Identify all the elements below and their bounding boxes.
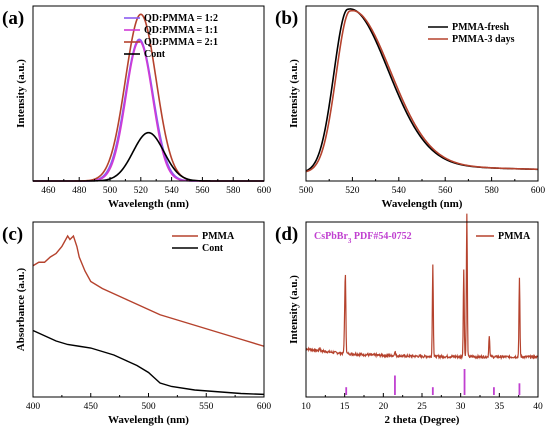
x-tick-label-a-4: 540 xyxy=(164,186,179,196)
x-tick-label-b-3: 560 xyxy=(438,186,453,196)
legend-entry-b-0: PMMA-fresh xyxy=(452,22,509,33)
series-line-c-0 xyxy=(32,234,265,347)
x-tick-label-d-5: 35 xyxy=(495,402,505,412)
x-tick-label-b-5: 600 xyxy=(531,186,546,196)
x-tick-label-d-3: 25 xyxy=(417,402,427,412)
x-axis-label-a: Wavelength (nm) xyxy=(108,198,189,210)
x-tick-label-a-2: 500 xyxy=(103,186,118,196)
x-tick-label-d-0: 10 xyxy=(301,402,311,412)
plot-frame-d xyxy=(305,221,539,398)
x-tick-label-c-2: 500 xyxy=(141,402,156,412)
legend-entry-b-1: PMMA-3 days xyxy=(452,34,515,45)
reference-label-part-2: PDF#54-0752 xyxy=(351,231,411,242)
legend-entry-c-0: PMMA xyxy=(202,231,235,242)
x-tick-label-d-4: 30 xyxy=(456,402,466,412)
legend-entry-c-1: Cont xyxy=(202,243,224,254)
x-tick-label-b-2: 540 xyxy=(392,186,407,196)
y-axis-label-c: Absorbance (a.u.) xyxy=(15,267,27,351)
panel-letter-d: (d) xyxy=(275,224,298,245)
x-tick-label-a-7: 600 xyxy=(257,186,272,196)
panel-a: 460 480 500 520 540 560 580 600 Wavelength (nm) I… xyxy=(2,5,272,210)
panel-letter-a: (a) xyxy=(2,8,24,29)
reference-label-part-1: 3 xyxy=(348,237,352,245)
reference-label-d: CsPbBr3 PDF#54-0752 xyxy=(314,231,412,245)
panel-letter-b: (b) xyxy=(275,8,298,29)
legend-entry-a-0: QD:PMMA = 1:2 xyxy=(144,13,218,24)
x-axis-label-d: 2 theta (Degree) xyxy=(385,414,460,426)
x-tick-label-c-4: 600 xyxy=(257,402,272,412)
x-tick-label-a-5: 560 xyxy=(195,186,210,196)
y-axis-label-a: Intensity (a.u.) xyxy=(15,59,27,128)
x-tick-label-b-1: 520 xyxy=(345,186,360,196)
x-tick-label-b-0: 500 xyxy=(299,186,314,196)
x-tick-label-a-0: 460 xyxy=(41,186,56,196)
x-tick-label-c-3: 550 xyxy=(199,402,214,412)
x-tick-label-c-0: 400 xyxy=(26,402,41,412)
y-axis-label-b: Intensity (a.u.) xyxy=(288,59,300,128)
x-tick-label-d-1: 15 xyxy=(340,402,350,412)
x-tick-label-d-2: 20 xyxy=(379,402,389,412)
legend-entry-a-2: QD:PMMA = 2:1 xyxy=(144,37,218,48)
series-line-a-3 xyxy=(33,131,264,182)
series-line-b-1 xyxy=(305,9,539,173)
x-tick-label-c-1: 450 xyxy=(84,402,99,412)
series-line-c-1 xyxy=(32,329,265,396)
x-tick-label-b-4: 580 xyxy=(484,186,499,196)
x-tick-label-a-3: 520 xyxy=(134,186,149,196)
x-axis-label-c: Wavelength (nm) xyxy=(108,414,189,426)
series-line-a-0 xyxy=(33,38,264,182)
panel-d: 10 15 20 25 30 35 40 2 theta (Degree) Intensity … xyxy=(275,213,543,426)
y-axis-label-d: Intensity (a.u.) xyxy=(288,275,300,344)
panel-c: 400 450 500 550 600 Wavelength (nm) Absorbance… xyxy=(2,221,272,426)
reference-label-part-0: CsPbBr xyxy=(314,231,348,242)
legend-entry-a-3: Cont xyxy=(144,49,166,60)
legend-entry-d-0: PMMA xyxy=(498,231,531,242)
plot-frame-a xyxy=(32,5,265,182)
panel-letter-c: (c) xyxy=(2,224,23,245)
x-tick-label-d-6: 40 xyxy=(533,402,543,412)
series-line-d-0 xyxy=(305,213,539,361)
series-line-a-1 xyxy=(33,40,264,182)
legend-entry-a-1: QD:PMMA = 1:1 xyxy=(144,25,218,36)
x-axis-label-b: Wavelength (nm) xyxy=(382,198,463,210)
x-tick-label-a-1: 480 xyxy=(72,186,87,196)
x-tick-label-a-6: 580 xyxy=(226,186,241,196)
panel-b: 500 520 540 560 580 600 Wavelength (nm) Intensi… xyxy=(275,5,546,210)
